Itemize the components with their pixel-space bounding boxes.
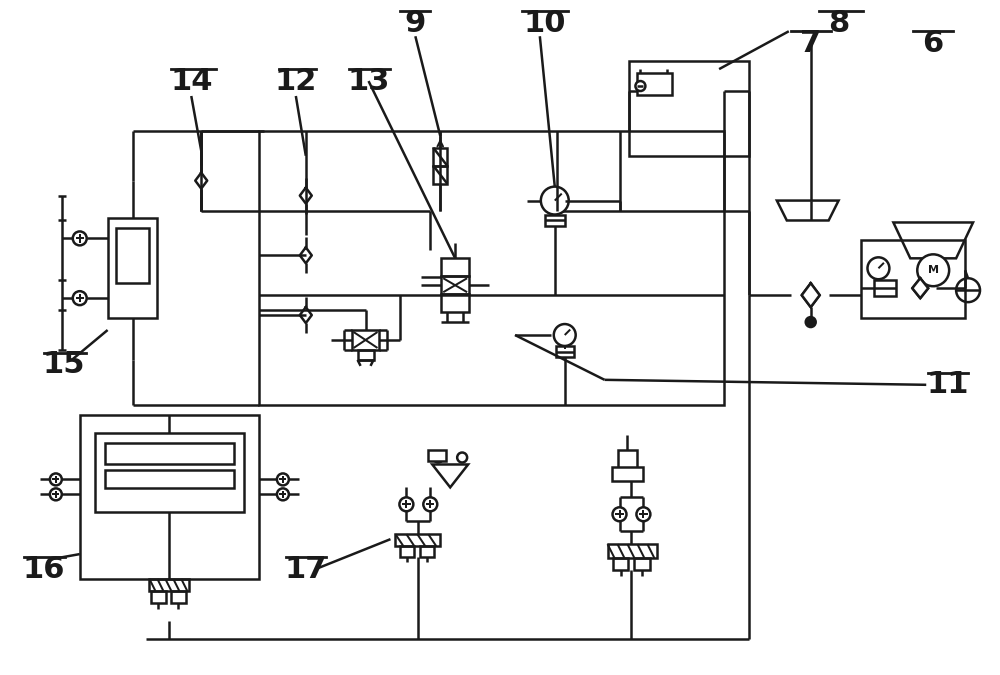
- Circle shape: [433, 452, 443, 462]
- Text: 15: 15: [43, 350, 85, 379]
- Text: M: M: [928, 265, 939, 275]
- Bar: [105, 443, 234, 464]
- Text: 9: 9: [405, 9, 426, 38]
- Circle shape: [277, 473, 289, 485]
- Bar: [861, 240, 965, 318]
- Text: 11: 11: [927, 371, 969, 400]
- Text: 7: 7: [800, 29, 821, 58]
- Circle shape: [457, 452, 467, 462]
- Polygon shape: [912, 278, 928, 298]
- Bar: [441, 276, 469, 294]
- Circle shape: [399, 497, 413, 511]
- Bar: [433, 165, 447, 184]
- Text: 13: 13: [347, 67, 390, 96]
- Bar: [358, 350, 374, 360]
- Bar: [556, 346, 574, 357]
- Circle shape: [73, 291, 87, 305]
- Bar: [151, 591, 166, 603]
- Bar: [400, 546, 414, 557]
- Circle shape: [636, 508, 650, 521]
- Bar: [618, 450, 637, 477]
- Bar: [612, 468, 643, 481]
- Bar: [874, 280, 896, 296]
- Polygon shape: [802, 284, 820, 307]
- Bar: [95, 433, 244, 512]
- Text: 17: 17: [285, 555, 327, 584]
- Bar: [608, 544, 657, 558]
- Bar: [634, 558, 650, 570]
- Bar: [420, 546, 434, 557]
- Bar: [108, 219, 157, 318]
- Polygon shape: [777, 200, 839, 221]
- Bar: [259, 131, 724, 405]
- Bar: [441, 259, 469, 276]
- Circle shape: [554, 324, 576, 346]
- Text: 6: 6: [923, 29, 944, 58]
- Circle shape: [277, 489, 289, 500]
- Circle shape: [613, 508, 626, 521]
- Bar: [395, 534, 440, 546]
- Circle shape: [917, 254, 949, 286]
- Circle shape: [541, 186, 569, 215]
- Circle shape: [867, 257, 889, 279]
- Bar: [545, 215, 565, 226]
- Circle shape: [50, 489, 62, 500]
- Bar: [428, 450, 446, 462]
- Text: 10: 10: [524, 9, 566, 38]
- Polygon shape: [893, 223, 973, 259]
- Circle shape: [423, 497, 437, 511]
- Circle shape: [50, 473, 62, 485]
- Text: 14: 14: [170, 67, 213, 96]
- Circle shape: [956, 278, 980, 302]
- Bar: [171, 591, 186, 603]
- Bar: [433, 148, 447, 165]
- Bar: [637, 73, 672, 95]
- Bar: [441, 294, 469, 312]
- Bar: [352, 330, 379, 350]
- Bar: [80, 414, 259, 579]
- Text: 8: 8: [828, 9, 849, 38]
- Circle shape: [806, 317, 816, 327]
- Polygon shape: [432, 464, 468, 487]
- Bar: [629, 61, 749, 156]
- Circle shape: [73, 232, 87, 246]
- Bar: [149, 579, 189, 591]
- Circle shape: [635, 81, 645, 91]
- Bar: [105, 470, 234, 489]
- Text: 12: 12: [275, 67, 317, 96]
- Bar: [116, 228, 149, 284]
- Text: 16: 16: [23, 555, 65, 584]
- Bar: [613, 558, 628, 570]
